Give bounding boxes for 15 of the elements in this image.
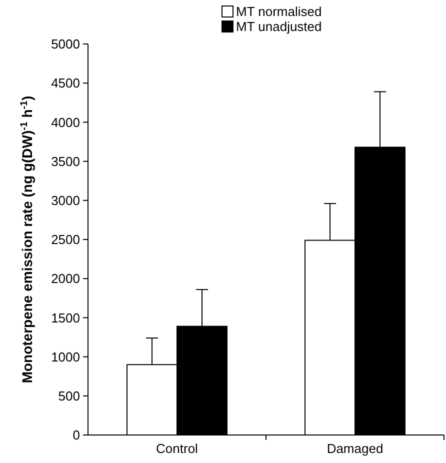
y-tick-label: 500 [58, 388, 80, 404]
y-tick-label: 1500 [51, 310, 80, 326]
y-tick-label: 5000 [51, 36, 80, 52]
x-tick-label: Damaged [326, 441, 384, 456]
y-tick-label: 1000 [51, 349, 80, 364]
y-tick-label: 4500 [51, 76, 80, 91]
legend-label: MT unadjusted [236, 19, 322, 34]
x-tick-label: Control [156, 441, 198, 456]
y-tick-label: 3500 [51, 154, 80, 169]
y-tick-label: 3000 [51, 192, 80, 208]
y-tick-label: 0 [72, 428, 80, 443]
y-tick-label: 4000 [51, 114, 80, 130]
legend-label: MT normalised [236, 4, 322, 20]
y-tick-label: 2000 [51, 271, 80, 286]
y-tick-label: 2500 [51, 232, 80, 248]
